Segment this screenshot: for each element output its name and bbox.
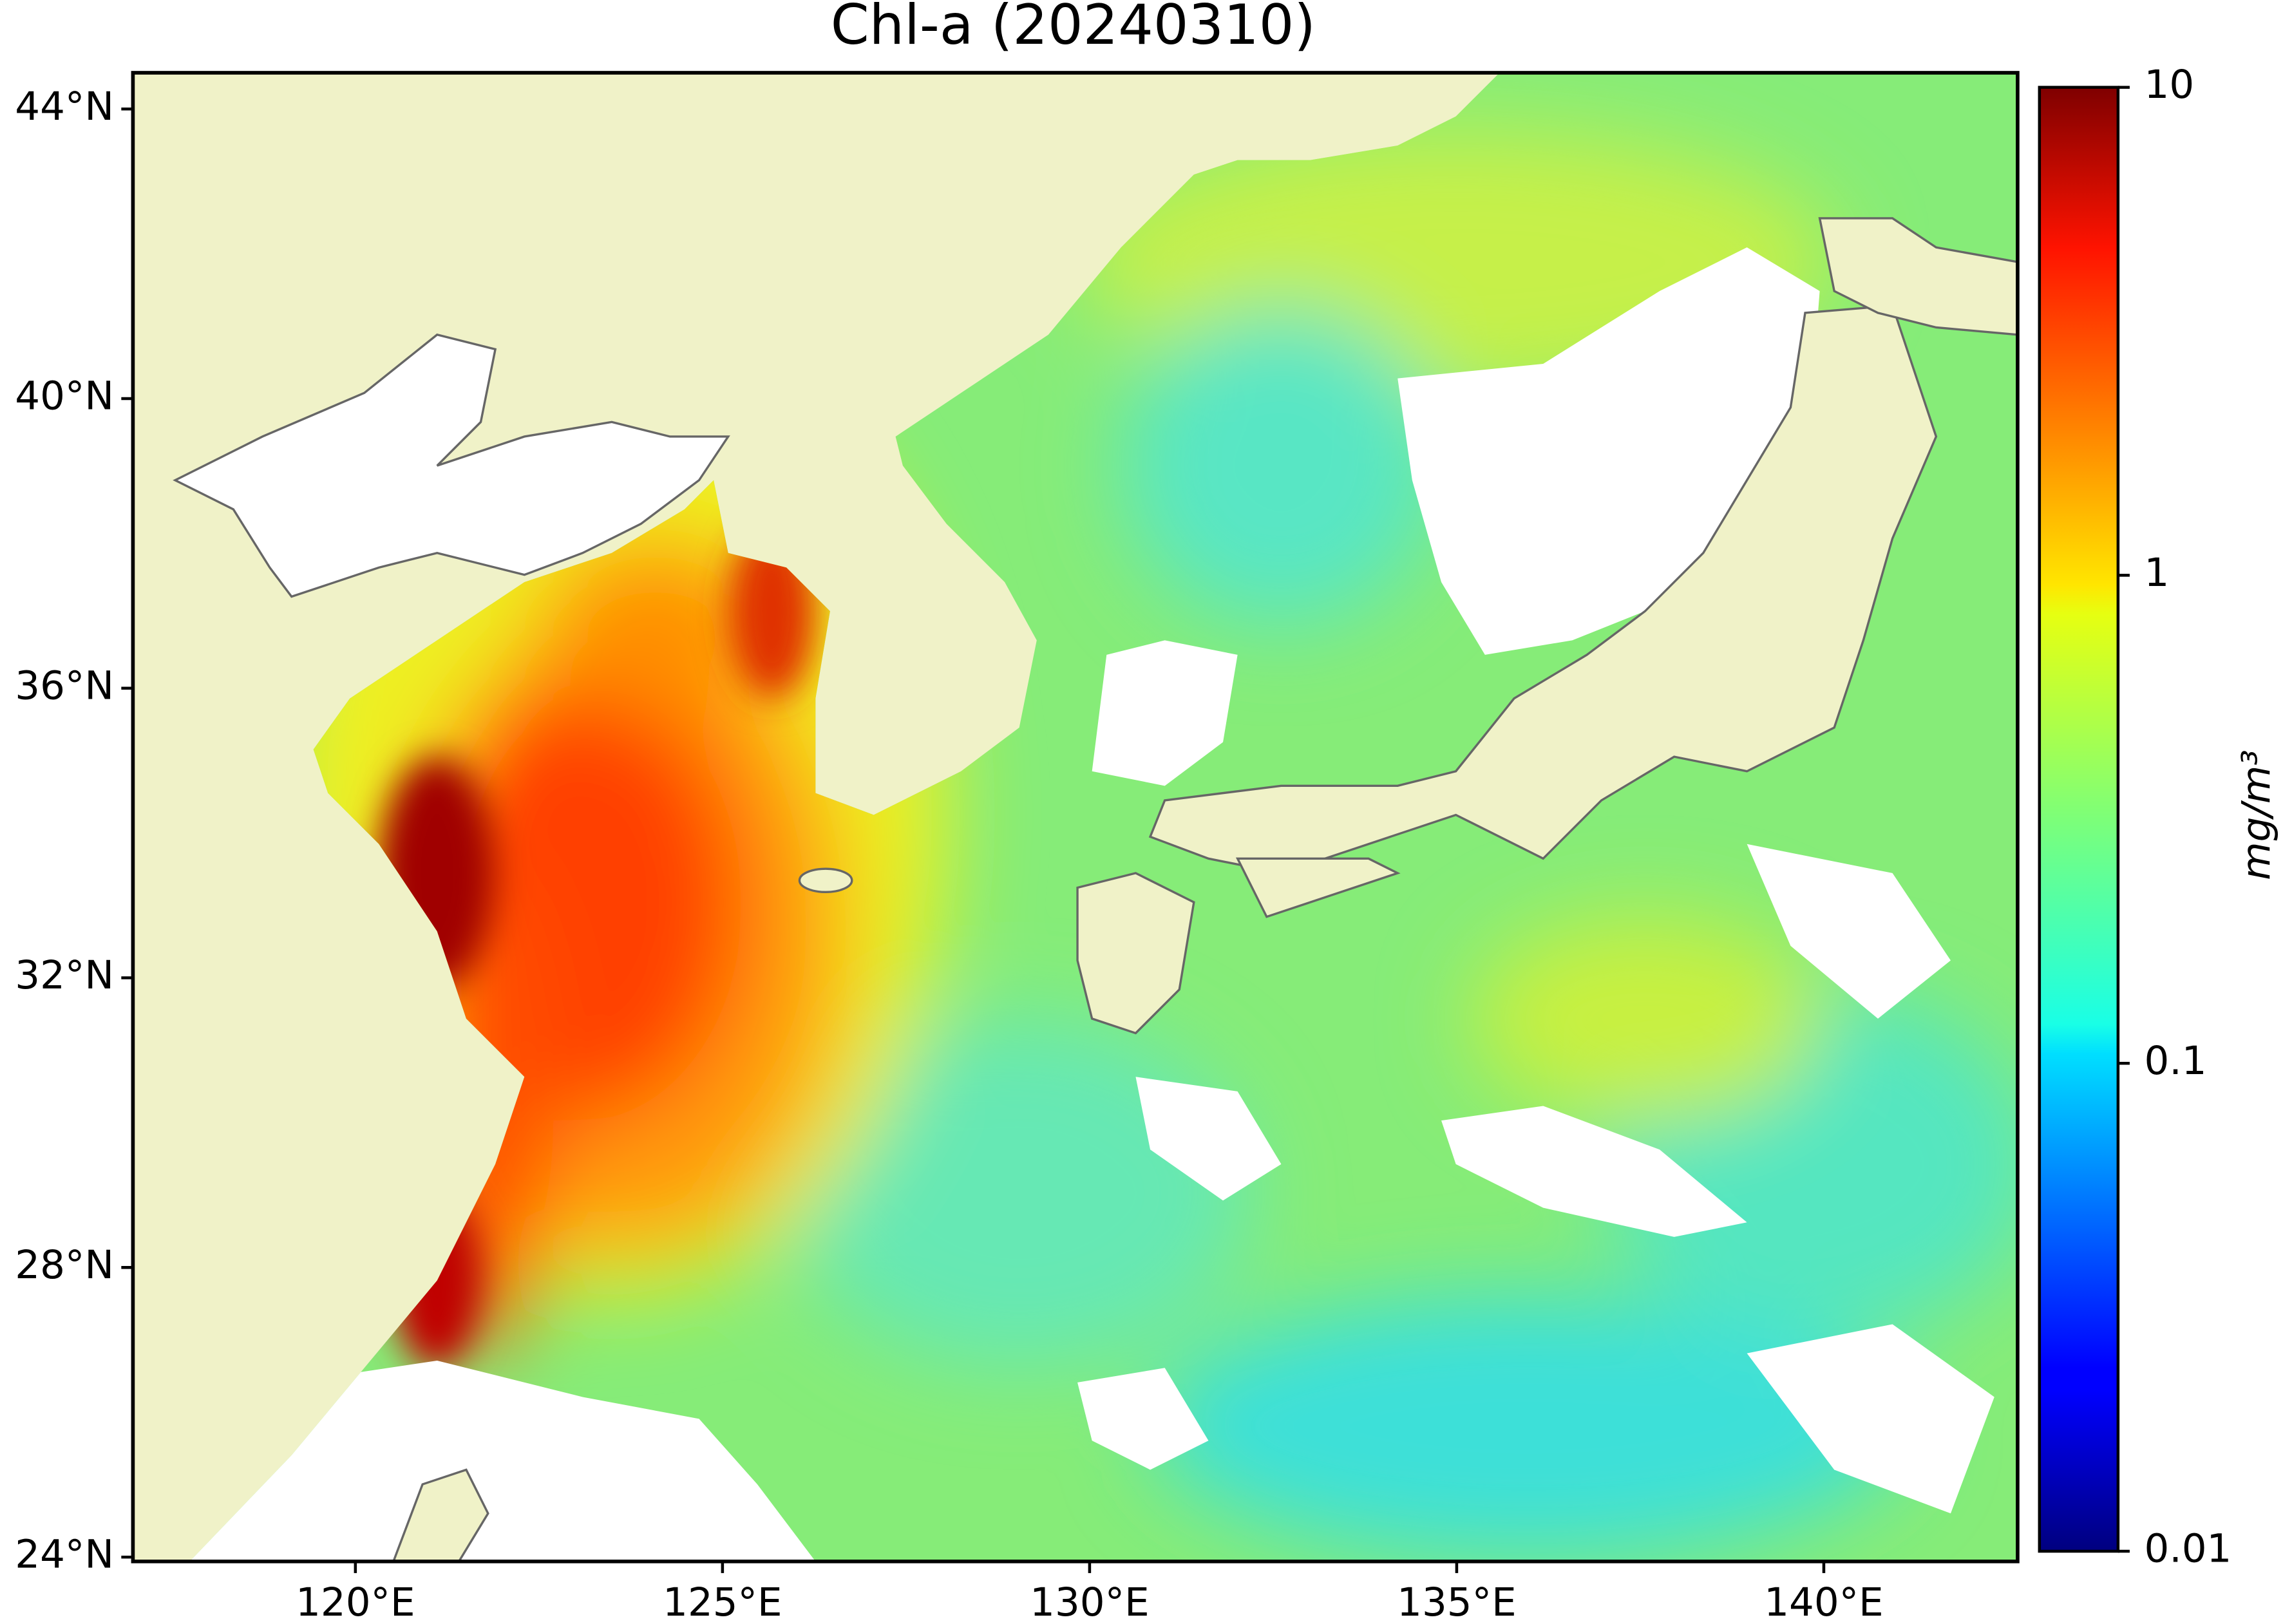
colorbar-label: mg/m³ (2234, 750, 2280, 880)
islands (392, 217, 2018, 1562)
colorbar-tick-label: 0.1 (2145, 1038, 2207, 1084)
x-tick-label: 140°E (1764, 1580, 1883, 1624)
y-tick-label: 28°N (15, 1242, 114, 1288)
map-area (133, 72, 2018, 1562)
y-tick-label: 24°N (15, 1532, 114, 1578)
y-tick-label: 36°N (15, 663, 114, 708)
axes: 120°E 125°E 130°E 135°E 140°E 24°N 28°N 32°N 36°… (15, 62, 2279, 1624)
map-frame (131, 71, 2020, 1563)
x-tick-label: 130°E (1030, 1580, 1149, 1624)
colorbar-tick-label: 0.01 (2145, 1526, 2232, 1572)
x-tick-label: 125°E (663, 1580, 782, 1624)
jeju (798, 867, 853, 893)
y-tick-label: 40°N (15, 373, 114, 419)
y-tick-label: 32°N (15, 952, 114, 998)
y-tick-label: 44°N (15, 84, 114, 129)
hokkaido (1818, 217, 2018, 336)
x-tick-label: 120°E (296, 1580, 415, 1624)
taiwan (392, 1468, 489, 1562)
colorbar (2038, 86, 2120, 1553)
chart-title: Chl-a (20240310) (831, 0, 1316, 57)
colorbar-tick-label: 10 (2145, 62, 2195, 108)
bohai-no-data (173, 333, 730, 598)
kyushu (1076, 872, 1195, 1035)
x-tick-label: 135°E (1397, 1580, 1516, 1624)
shikoku (1235, 857, 1401, 918)
colorbar-tick-label: 1 (2145, 550, 2170, 596)
